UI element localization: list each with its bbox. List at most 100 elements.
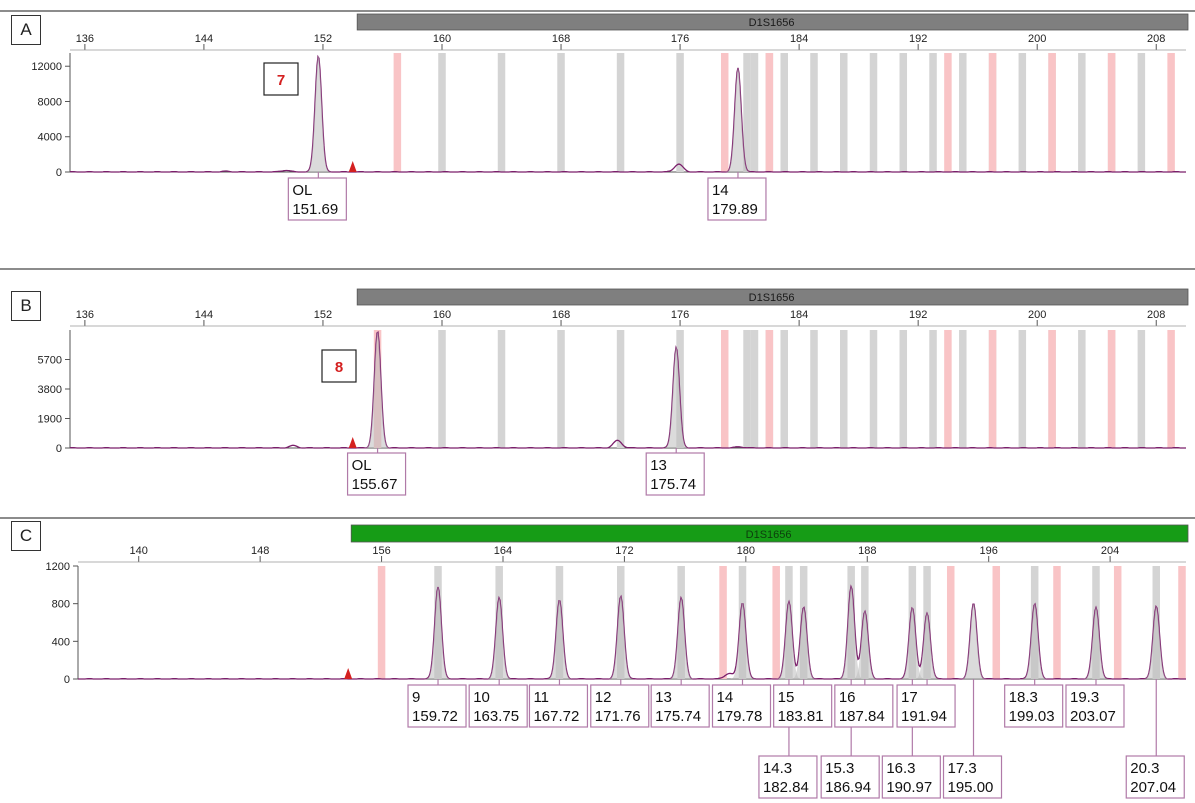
allele-label-box xyxy=(711,684,772,728)
allele-bin-gray xyxy=(557,53,565,172)
allele-label-box xyxy=(758,755,818,799)
top-divider xyxy=(0,10,1195,12)
x-tick-label: 184 xyxy=(790,309,808,321)
peak-fill xyxy=(959,603,988,679)
x-tick-label: 192 xyxy=(909,309,927,321)
allele-size: 151.69 xyxy=(292,201,338,218)
x-tick-label: 144 xyxy=(195,309,213,321)
x-tick-label: 176 xyxy=(671,309,689,321)
allele-bin-pink xyxy=(1178,566,1186,679)
allele-bin-pink xyxy=(944,53,952,172)
x-tick-label: 208 xyxy=(1147,309,1165,321)
y-tick-label: 1200 xyxy=(46,561,70,573)
allele-label-box xyxy=(896,684,956,728)
peak-fill xyxy=(913,613,941,679)
allele-bin-gray xyxy=(676,53,684,172)
peak-fill xyxy=(607,596,635,679)
x-tick-label: 136 xyxy=(76,33,94,45)
allele-name: 20.3 xyxy=(1130,760,1159,777)
allele-bin-gray xyxy=(438,330,446,448)
allele-label: 12 171.76 xyxy=(590,679,650,728)
x-tick-label: 156 xyxy=(372,545,390,557)
x-tick-label: 152 xyxy=(314,33,332,45)
allele-label-box xyxy=(942,755,1003,799)
allele-label: 16.3 190.97 xyxy=(881,679,941,799)
peak-fill xyxy=(1021,603,1049,679)
allele-name: 13 xyxy=(650,457,667,474)
peak-fill xyxy=(837,586,865,679)
allele-name: 11 xyxy=(533,689,549,706)
allele-size: 187.84 xyxy=(839,708,885,725)
allele-bin-gray xyxy=(616,53,625,172)
allele-bin-gray xyxy=(810,330,818,448)
allele-size: 203.07 xyxy=(1070,708,1116,725)
y-tick-label: 8000 xyxy=(38,96,62,108)
allele-bin-gray xyxy=(1137,330,1146,448)
allele-label: 9 159.72 xyxy=(407,679,467,728)
allele-bin-pink xyxy=(944,330,952,448)
allele-bin-gray xyxy=(1078,53,1086,172)
panel-label-a: A xyxy=(11,15,41,45)
allele-bin-gray xyxy=(438,53,446,172)
peak-fill xyxy=(667,598,695,679)
allele-bin-gray xyxy=(869,53,878,172)
allele-size: 199.03 xyxy=(1009,708,1055,725)
x-tick-label: 168 xyxy=(552,33,570,45)
y-tick-label: 3800 xyxy=(38,384,62,396)
x-tick-label: 180 xyxy=(737,545,755,557)
allele-label: 10 163.75 xyxy=(468,679,528,728)
allele-label: 15.3 186.94 xyxy=(820,679,880,799)
allele-size: 182.84 xyxy=(763,779,809,796)
allele-label-box xyxy=(346,452,407,496)
y-tick-label: 1900 xyxy=(38,414,62,426)
allele-bin-gray xyxy=(497,53,506,172)
peak-fill xyxy=(424,586,452,679)
x-tick-label: 152 xyxy=(314,309,332,321)
allele-bin-gray xyxy=(899,53,908,172)
allele-bin-pink xyxy=(1107,330,1116,448)
allele-label: 18.3 199.03 xyxy=(1004,679,1064,728)
peak-fill xyxy=(305,55,332,172)
peak-fill xyxy=(851,611,879,679)
x-tick-label: 144 xyxy=(195,33,213,45)
signal-trace xyxy=(78,584,1186,680)
peak-fill xyxy=(790,607,818,679)
allele-bin-pink xyxy=(1053,566,1061,679)
allele-name: 18.3 xyxy=(1009,689,1038,706)
x-tick-label: 204 xyxy=(1101,545,1119,557)
callout-frame xyxy=(263,62,299,96)
allele-label: 19.3 203.07 xyxy=(1065,679,1125,728)
x-tick-label: 208 xyxy=(1147,33,1165,45)
callout-frame xyxy=(321,349,357,383)
allele-bin-gray xyxy=(1078,330,1086,448)
allele-bin-gray xyxy=(743,53,751,172)
panel-label-b: B xyxy=(11,291,41,321)
allele-label-box xyxy=(820,755,880,799)
allele-bin-gray xyxy=(1018,330,1027,448)
allele-label-box xyxy=(707,177,767,221)
allele-size: 183.81 xyxy=(778,708,824,725)
allele-size: 186.94 xyxy=(825,779,871,796)
allele-name: 10 xyxy=(473,689,490,706)
peak-fill xyxy=(485,598,513,679)
x-tick-label: 172 xyxy=(615,545,633,557)
allele-bin-pink xyxy=(765,330,774,448)
callout-number: 7 xyxy=(277,72,285,89)
x-tick-label: 140 xyxy=(130,545,148,557)
allele-size: 179.78 xyxy=(716,708,762,725)
allele-size: 207.04 xyxy=(1130,779,1176,796)
allele-bin-pink xyxy=(1107,53,1116,172)
allele-bin-pink xyxy=(1167,330,1175,448)
allele-label: 17.3 195.00 xyxy=(942,679,1003,799)
allele-label-box xyxy=(407,684,467,728)
peak-fill xyxy=(1142,606,1170,679)
allele-bin-gray xyxy=(899,330,908,448)
allele-label: 14 179.78 xyxy=(711,679,772,728)
allele-label: 11 167.72 xyxy=(528,679,589,728)
allele-label: 15 183.81 xyxy=(773,679,833,728)
allele-bin-pink xyxy=(946,566,955,679)
y-tick-label: 0 xyxy=(64,674,70,686)
